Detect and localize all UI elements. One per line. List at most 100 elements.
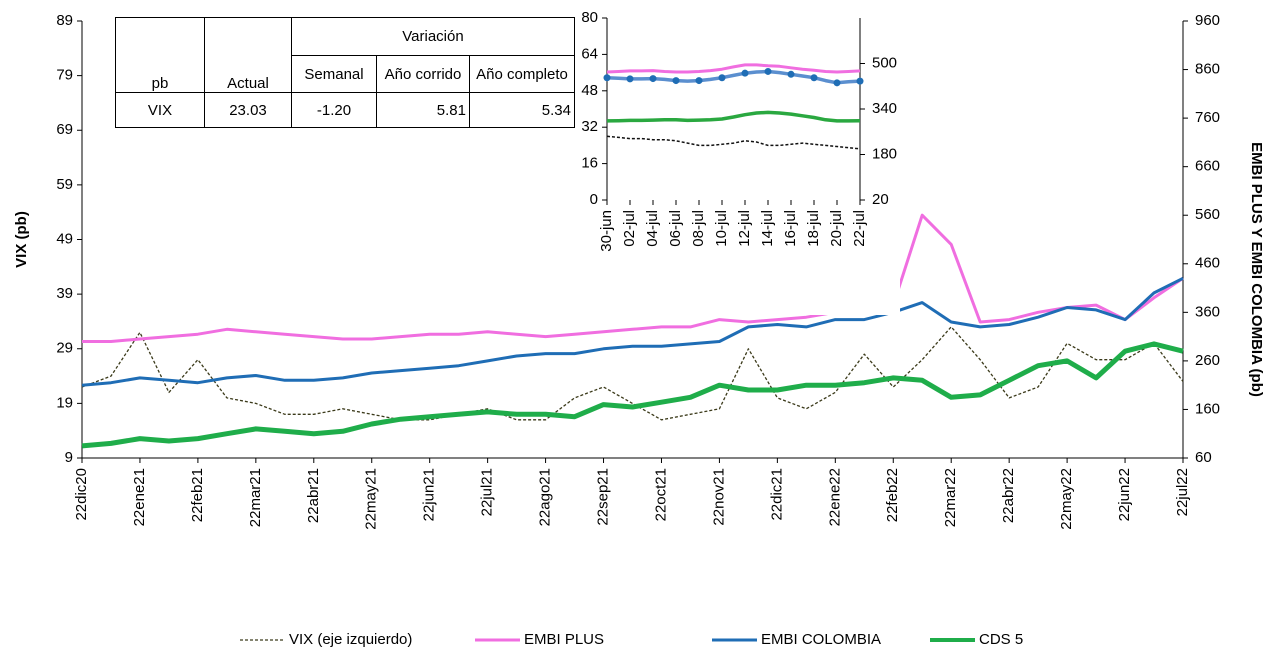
cell: 5.81	[376, 92, 470, 128]
x-tick-label: 14-jul	[759, 210, 776, 247]
x-tick-label: 06-jul	[667, 210, 684, 247]
subheader: Año completo	[469, 55, 575, 93]
series-line	[606, 135, 861, 150]
header: Actual	[204, 17, 292, 93]
x-tick-label: 30-jun	[598, 210, 615, 252]
y-tick-label: 64	[581, 45, 598, 62]
series-line	[81, 326, 1184, 421]
y-tick-label: 29	[56, 340, 73, 357]
series-line	[606, 63, 861, 74]
x-tick-label: 18-jul	[805, 210, 822, 247]
marker	[787, 70, 795, 78]
y2-tick-label: 500	[872, 54, 897, 71]
x-tick-label: 22ene21	[131, 468, 148, 526]
x-tick-label: 22abr22	[1000, 468, 1017, 523]
cell: -1.20	[291, 92, 377, 128]
series-line	[82, 213, 1184, 343]
y-tick-label: 39	[56, 285, 73, 302]
y2-tick-label: 760	[1195, 109, 1220, 126]
marker	[626, 75, 634, 83]
y-tick-label: 16	[581, 155, 598, 172]
x-tick-label: 22ene22	[826, 468, 843, 526]
x-tick-label: 22dic21	[768, 468, 785, 521]
y2-tick-label: 340	[872, 100, 897, 117]
x-tick-label: 22dic20	[73, 468, 90, 521]
x-tick-label: 22ago21	[537, 468, 554, 526]
y-tick-label: 89	[56, 12, 73, 29]
marker	[764, 67, 772, 75]
x-tick-label: 22feb22	[884, 468, 901, 522]
y2-tick-label: 860	[1195, 61, 1220, 78]
cell: 5.34	[469, 92, 575, 128]
x-tick-label: 22abr21	[305, 468, 322, 523]
x-tick-label: 20-jul	[828, 210, 845, 247]
marker	[718, 74, 726, 82]
legend-label: VIX (eje izquierdo)	[289, 631, 412, 648]
subheader: Año corrido	[376, 55, 470, 93]
x-tick-label: 22mar22	[942, 468, 959, 527]
x-tick-label: 22jun21	[421, 468, 438, 521]
cell: 23.03	[204, 92, 292, 128]
series-line	[606, 69, 861, 85]
marker	[695, 77, 703, 85]
marker	[833, 79, 841, 87]
marker	[672, 77, 680, 85]
y-tick-label: 59	[56, 176, 73, 193]
y-tick-label: 19	[56, 394, 73, 411]
inset-background	[570, 5, 900, 315]
x-tick-label: 22sep21	[594, 468, 611, 526]
y-tick-label: 0	[590, 191, 598, 208]
y2-tick-label: 960	[1195, 12, 1220, 29]
y-tick-label: 32	[581, 118, 598, 135]
x-tick-label: 22mar21	[247, 468, 264, 527]
x-tick-label: 22jul22	[1174, 468, 1191, 516]
cell: VIX	[115, 92, 205, 128]
x-tick-label: 16-jul	[782, 210, 799, 247]
series-line	[606, 110, 861, 123]
header: pb	[115, 17, 205, 93]
y2-tick-label: 260	[1195, 352, 1220, 369]
y2-tick-label: 560	[1195, 206, 1220, 223]
legend-label: EMBI COLOMBIA	[761, 631, 881, 648]
x-tick-label: 22jun22	[1116, 468, 1133, 521]
legend-label: CDS 5	[979, 631, 1023, 648]
y2-tick-label: 360	[1195, 303, 1220, 320]
series-line	[81, 341, 1184, 449]
y2-axis-title: EMBI PLUS Y EMBI COLOMBIA (pb)	[1248, 142, 1265, 397]
x-tick-label: 10-jul	[713, 210, 730, 247]
x-tick-label: 22may22	[1058, 468, 1075, 530]
x-tick-label: 04-jul	[644, 210, 661, 247]
subheader: Semanal	[291, 55, 377, 93]
y2-tick-label: 160	[1195, 400, 1220, 417]
y-tick-label: 48	[581, 82, 598, 99]
marker	[649, 75, 657, 83]
y-tick-label: 79	[56, 67, 73, 84]
y-tick-label: 9	[65, 449, 73, 466]
x-tick-label: 02-jul	[621, 210, 638, 247]
header: Variación	[291, 17, 575, 56]
x-tick-label: 22jul21	[479, 468, 496, 516]
marker	[810, 74, 818, 82]
y-tick-label: 80	[581, 9, 598, 26]
y2-tick-label: 460	[1195, 255, 1220, 272]
x-tick-label: 22nov21	[710, 468, 727, 526]
y-tick-label: 49	[56, 230, 73, 247]
y2-tick-label: 60	[1195, 449, 1212, 466]
y2-tick-label: 660	[1195, 158, 1220, 175]
x-tick-label: 22-jul	[851, 210, 868, 247]
legend-label: EMBI PLUS	[524, 631, 604, 648]
x-tick-label: 12-jul	[736, 210, 753, 247]
x-tick-label: 08-jul	[690, 210, 707, 247]
y-axis-title: VIX (pb)	[13, 211, 30, 268]
x-tick-label: 22oct21	[652, 468, 669, 521]
stats-table: pb Actual Variación Semanal Año corrido …	[115, 17, 575, 128]
y-tick-label: 69	[56, 121, 73, 138]
marker	[741, 69, 749, 77]
series-line	[81, 276, 1184, 387]
y2-tick-label: 20	[872, 191, 889, 208]
marker	[603, 74, 611, 82]
x-tick-label: 22feb21	[189, 468, 206, 522]
x-tick-label: 22may21	[363, 468, 380, 530]
